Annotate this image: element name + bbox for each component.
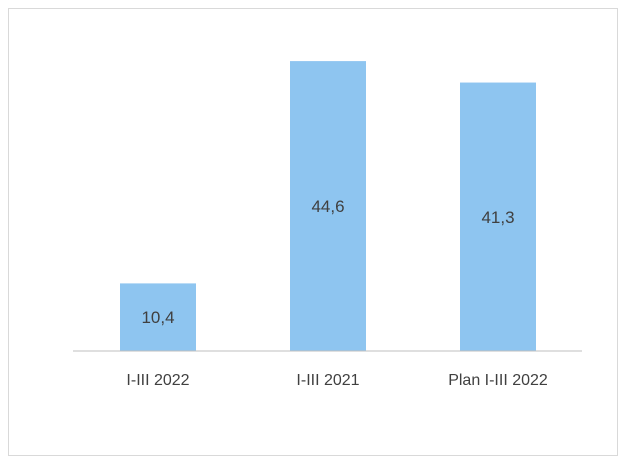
bar-1	[120, 283, 196, 351]
data-label-1: 10,4	[141, 308, 174, 327]
category-label-1: I-III 2022	[126, 372, 189, 389]
category-label-2: I-III 2021	[296, 372, 359, 389]
labels-group: 10,4 I-III 2022 44,6 I-III 2021 41,3 Plan I-I…	[126, 197, 547, 389]
bar-2	[290, 61, 366, 351]
data-label-2: 44,6	[311, 197, 344, 216]
category-label-3: Plan I-III 2022	[448, 372, 548, 389]
bars-group	[120, 61, 536, 352]
bar-3	[460, 82, 536, 352]
data-label-3: 41,3	[481, 208, 514, 227]
